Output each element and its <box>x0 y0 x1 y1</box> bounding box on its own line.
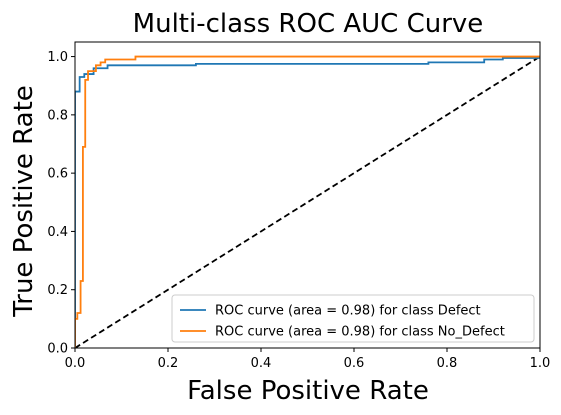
x-tick-label: 0.6 <box>344 356 365 371</box>
x-axis-title: False Positive Rate <box>187 376 429 406</box>
y-tick-label: 0.4 <box>47 225 68 240</box>
legend-box <box>171 294 535 343</box>
y-tick-label: 0.0 <box>47 342 68 357</box>
legend-label-0: ROC curve (area = 0.98) for class Defect <box>215 304 481 319</box>
plot-frame <box>74 41 541 349</box>
y-tick-label: 0.6 <box>47 167 68 182</box>
x-tick-label: 0.2 <box>158 356 179 371</box>
x-tick-label: 0.0 <box>65 356 86 371</box>
x-tick-label: 0.8 <box>437 356 458 371</box>
y-tick-label: 0.2 <box>47 283 68 298</box>
x-tick-label: 0.4 <box>251 356 272 371</box>
series-line-0 <box>75 56 540 348</box>
series-line-1 <box>75 55 540 348</box>
reference-diagonal-line <box>75 55 540 348</box>
legend-label-1: ROC curve (area = 0.98) for class No_Def… <box>215 325 505 340</box>
plot-area: 0.0 0.2 0.4 0.6 0.8 1.0 0.0 0.2 0.4 0.6 0.8 1.0 ROC … <box>47 41 551 371</box>
y-axis-title: True Positive Rate <box>9 85 39 318</box>
y-tick-label: 0.8 <box>47 108 68 123</box>
x-tick-label: 1.0 <box>530 356 551 371</box>
chart-title: Multi-class ROC AUC Curve <box>133 9 484 39</box>
y-tick-label: 1.0 <box>47 50 68 65</box>
